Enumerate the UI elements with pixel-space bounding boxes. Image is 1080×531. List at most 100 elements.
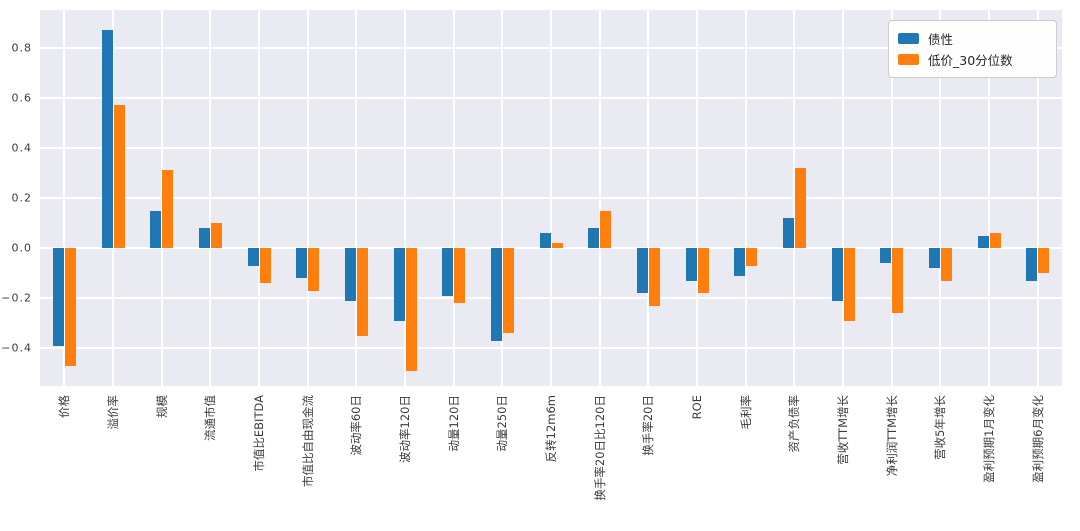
bar-债性: [490, 248, 502, 341]
bar-group: [867, 10, 916, 386]
gridline-vertical: [598, 10, 601, 386]
x-tick-cell: 净利润TTM增长: [867, 386, 916, 531]
bar-低价_30分位数: [162, 170, 174, 249]
x-tick-label: 规模: [154, 395, 169, 418]
bar-groups: [40, 10, 1062, 386]
gridline-vertical: [452, 10, 455, 386]
x-tick-cell: 换手率20日比120日: [575, 386, 624, 531]
y-tick-label: −0.2: [1, 291, 32, 305]
bar-group: [965, 10, 1014, 386]
bar-group: [527, 10, 576, 386]
x-tick-cell: 资产负债率: [770, 386, 819, 531]
bar-债性: [977, 235, 989, 249]
gridline-vertical: [744, 10, 747, 386]
x-tick-label: 换手率20日比120日: [592, 395, 607, 501]
bar-债性: [393, 248, 405, 321]
x-tick-label: 毛利率: [738, 395, 753, 430]
bar-低价_30分位数: [356, 248, 368, 336]
bar-低价_30分位数: [210, 223, 222, 249]
x-tick-label: 波动率60日: [349, 395, 364, 456]
bar-低价_30分位数: [940, 248, 952, 281]
bar-债性: [928, 248, 940, 269]
bar-group: [673, 10, 722, 386]
x-tick-label: 营收TTM增长: [836, 395, 851, 465]
bar-低价_30分位数: [308, 248, 320, 291]
gridline-vertical: [209, 10, 212, 386]
x-tick-label: 流通市值: [203, 395, 218, 441]
bar-债性: [1026, 248, 1038, 281]
x-tick-label: 净利润TTM增长: [884, 395, 899, 477]
bar-债性: [442, 248, 454, 296]
gridline-vertical: [63, 10, 66, 386]
bar-债性: [782, 218, 794, 249]
x-tick-label: 溢价率: [106, 395, 120, 430]
bar-group: [381, 10, 430, 386]
x-tick-cell: 营收5年增长: [916, 386, 965, 531]
x-tick-label: 营收5年增长: [933, 395, 948, 460]
gridline-vertical: [939, 10, 942, 386]
x-tick-label: 波动率120日: [398, 395, 413, 463]
x-tick-cell: 营收TTM增长: [819, 386, 868, 531]
bar-group: [89, 10, 138, 386]
bar-低价_30分位数: [502, 248, 514, 334]
bar-低价_30分位数: [648, 248, 660, 306]
bar-group: [819, 10, 868, 386]
bar-债性: [101, 30, 113, 249]
gridline-vertical: [647, 10, 650, 386]
bar-低价_30分位数: [1038, 248, 1050, 274]
bar-债性: [539, 233, 551, 249]
x-tick-cell: 波动率60日: [332, 386, 381, 531]
gridline-vertical: [160, 10, 163, 386]
bar-group: [283, 10, 332, 386]
x-tick-label: 市值比自由现金流: [300, 395, 315, 487]
bar-低价_30分位数: [600, 210, 612, 249]
bar-低价_30分位数: [892, 248, 904, 314]
x-tick-cell: 毛利率: [721, 386, 770, 531]
bar-group: [916, 10, 965, 386]
bar-债性: [247, 248, 259, 266]
legend: 债性低价_30分位数: [888, 20, 1057, 78]
x-tick-label: 反转12m6m: [544, 395, 559, 463]
x-tick-cell: 市值比EBITDA: [235, 386, 284, 531]
gridline-vertical: [306, 10, 309, 386]
bar-group: [1013, 10, 1062, 386]
y-axis-tick-labels: 0.8 0.6 0.4 0.2 0.0 −0.2 −0.4: [0, 10, 34, 386]
bar-低价_30分位数: [113, 105, 125, 249]
bar-group: [235, 10, 284, 386]
bar-group: [624, 10, 673, 386]
y-tick-label: −0.4: [1, 341, 32, 355]
bar-低价_30分位数: [259, 248, 271, 284]
legend-item-label: 低价_30分位数: [928, 53, 1013, 68]
bar-group: [575, 10, 624, 386]
gridline-vertical: [793, 10, 796, 386]
bar-低价_30分位数: [697, 248, 709, 294]
bar-债性: [880, 248, 892, 264]
bar-低价_30分位数: [64, 248, 76, 366]
gridline-vertical: [355, 10, 358, 386]
bar-债性: [150, 210, 162, 249]
plot-area: 债性低价_30分位数: [40, 10, 1062, 386]
x-tick-label: 资产负债率: [787, 395, 802, 453]
legend-swatch-icon: [898, 54, 919, 65]
x-tick-cell: 盈利预期1月变化: [965, 386, 1014, 531]
bar-低价_30分位数: [454, 248, 466, 304]
bar-group: [40, 10, 89, 386]
x-axis-tick-labels: 价格 溢价率 规模 流通市值 市值比EBITDA 市值比自由现金流 波动率60日 波动率120…: [40, 386, 1062, 531]
x-tick-cell: 溢价率: [89, 386, 138, 531]
bar-group: [186, 10, 235, 386]
gridline-vertical: [258, 10, 261, 386]
bar-低价_30分位数: [551, 243, 563, 249]
gridline-vertical: [1036, 10, 1039, 386]
legend-item-label: 债性: [928, 32, 954, 47]
bar-group: [137, 10, 186, 386]
y-tick-label: 0.2: [11, 191, 32, 205]
x-tick-cell: 动量250日: [478, 386, 527, 531]
gridline-vertical: [550, 10, 553, 386]
gridline-vertical: [988, 10, 991, 386]
x-tick-cell: 市值比自由现金流: [283, 386, 332, 531]
x-tick-label: 市值比EBITDA: [252, 395, 267, 472]
y-tick-label: 0.6: [11, 91, 32, 105]
x-tick-cell: ROE: [673, 386, 722, 531]
x-tick-cell: 波动率120日: [381, 386, 430, 531]
